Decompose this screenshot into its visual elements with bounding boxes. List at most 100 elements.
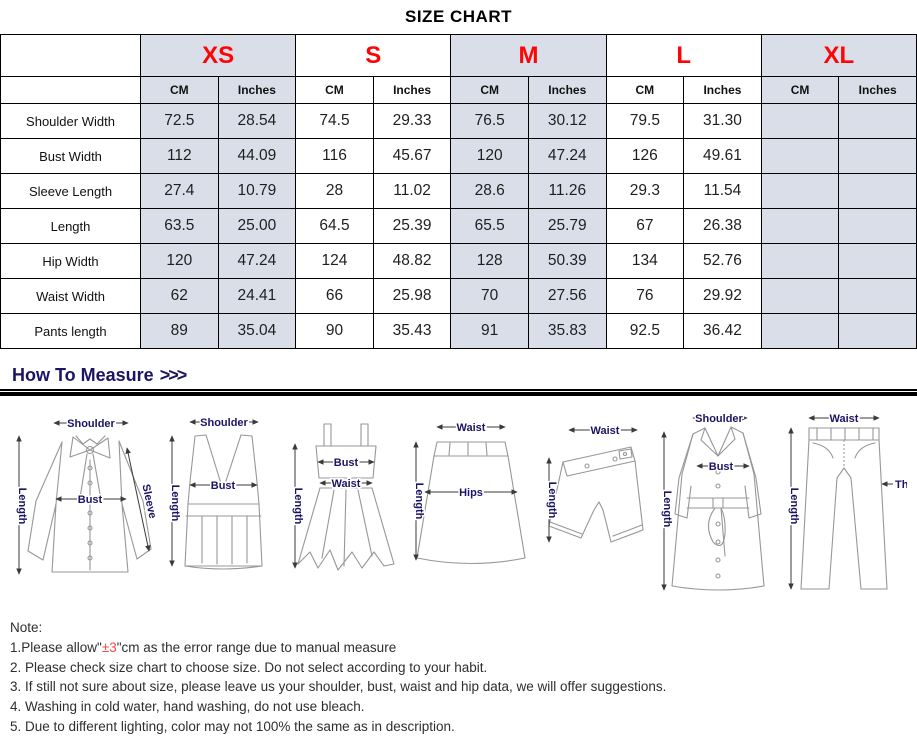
how-to-measure-figures: Shoulder Length Bust Sleeve Shoulder Len… bbox=[0, 396, 917, 608]
pants-drawing bbox=[800, 427, 888, 590]
unit-header-row: CM Inches CM Inches CM Inches CM Inches CM Inches bbox=[0, 76, 917, 104]
value-cell: 120 bbox=[450, 138, 529, 174]
value-cell: 30.12 bbox=[527, 103, 607, 139]
row-label: Pants length bbox=[0, 313, 141, 349]
value-cell: 120 bbox=[140, 243, 219, 279]
notes-section: Note: 1.Please allow"±3"cm as the error … bbox=[10, 618, 917, 737]
tank-top-drawing bbox=[184, 434, 263, 570]
note1-suffix: "cm as the error range due to manual mea… bbox=[116, 639, 397, 655]
value-cell: 124 bbox=[295, 243, 374, 279]
unit-header: Inches bbox=[683, 76, 762, 104]
value-cell: 62 bbox=[140, 278, 219, 314]
value-cell: 25.98 bbox=[372, 278, 452, 314]
figure-blouse: Shoulder Length Bust Sleeve bbox=[15, 417, 160, 575]
measure-label-length: Length bbox=[413, 483, 425, 520]
value-cell: 64.5 bbox=[295, 208, 374, 244]
value-cell: 11.54 bbox=[683, 173, 762, 209]
note1-highlight: ±3 bbox=[101, 639, 117, 655]
value-cell: 35.04 bbox=[217, 313, 297, 349]
measure-label-bust: Bust bbox=[709, 461, 734, 473]
unit-header: Inches bbox=[372, 76, 452, 104]
note-line-5: 5. Due to different lighting, color may … bbox=[10, 718, 455, 734]
value-cell: 134 bbox=[605, 243, 685, 279]
unit-header: CM bbox=[760, 76, 840, 104]
value-cell: 35.43 bbox=[372, 313, 452, 349]
size-table: XS S M L XL CM Inches CM Inches CM Inches CM Inches C… bbox=[0, 34, 917, 349]
value-cell: 65.5 bbox=[450, 208, 529, 244]
value-cell bbox=[760, 313, 840, 349]
value-cell: 48.82 bbox=[372, 243, 452, 279]
value-cell bbox=[838, 173, 917, 209]
value-cell: 11.26 bbox=[527, 173, 607, 209]
table-row: Hip Width 120 47.24 124 48.82 128 50.39 134 52.7… bbox=[0, 243, 917, 279]
notes-heading: Note: bbox=[10, 620, 43, 635]
unit-header: Inches bbox=[527, 76, 607, 104]
unit-header: CM bbox=[605, 76, 685, 104]
value-cell: 76 bbox=[605, 278, 685, 314]
value-cell: 91 bbox=[450, 313, 529, 349]
unit-header: Inches bbox=[838, 76, 917, 104]
row-label: Bust Width bbox=[0, 138, 141, 174]
value-cell: 67 bbox=[605, 208, 685, 244]
measure-label-length: Length bbox=[292, 488, 304, 525]
table-row: Bust Width 112 44.09 116 45.67 120 47.24 126 49.… bbox=[0, 138, 917, 174]
page-title: SIZE CHART bbox=[405, 7, 512, 26]
heading-divider bbox=[0, 389, 917, 396]
measure-label-thigh: Thigh bbox=[895, 479, 907, 491]
corner-cell bbox=[0, 34, 141, 77]
measure-label-shoulder: Shoulder bbox=[67, 418, 115, 430]
value-cell: 28 bbox=[295, 173, 374, 209]
how-to-measure-heading: How To Measure >>> bbox=[12, 365, 917, 386]
unit-header: CM bbox=[295, 76, 374, 104]
size-header-m: M bbox=[450, 34, 607, 77]
measure-label-length: Length bbox=[169, 485, 181, 522]
value-cell: 36.42 bbox=[683, 313, 762, 349]
value-cell: 25.39 bbox=[372, 208, 452, 244]
unit-header: Inches bbox=[217, 76, 297, 104]
value-cell bbox=[760, 173, 840, 209]
figure-tank-top: Shoulder Length Bust bbox=[167, 416, 263, 570]
value-cell: 27.4 bbox=[140, 173, 219, 209]
value-cell bbox=[760, 103, 840, 139]
value-cell: 128 bbox=[450, 243, 529, 279]
row-label: Hip Width bbox=[0, 243, 141, 279]
value-cell bbox=[838, 138, 917, 174]
table-row: Waist Width 62 24.41 66 25.98 70 27.56 76 29.92 bbox=[0, 278, 917, 314]
measure-label-length: Length bbox=[546, 482, 558, 519]
table-row: Sleeve Length 27.4 10.79 28 11.02 28.6 11.26 29… bbox=[0, 173, 917, 209]
unit-header: CM bbox=[140, 76, 219, 104]
note-line-4: 4. Washing in cold water, hand washing, … bbox=[10, 699, 365, 715]
value-cell: 28.6 bbox=[450, 173, 529, 209]
table-row: Shoulder Width 72.5 28.54 74.5 29.33 76.5 30.1… bbox=[0, 103, 917, 139]
measure-label-length: Length bbox=[788, 488, 800, 525]
table-row: Pants length 89 35.04 90 35.43 91 35.83 92.5 36.… bbox=[0, 313, 917, 349]
value-cell: 44.09 bbox=[217, 138, 297, 174]
measure-label-waist: Waist bbox=[457, 422, 486, 434]
value-cell: 26.38 bbox=[683, 208, 762, 244]
value-cell bbox=[838, 313, 917, 349]
size-header-xs: XS bbox=[139, 34, 297, 77]
row-label: Waist Width bbox=[0, 278, 141, 314]
coat-drawing bbox=[671, 426, 765, 591]
value-cell: 76.5 bbox=[450, 103, 529, 139]
value-cell: 66 bbox=[295, 278, 374, 314]
row-label: Sleeve Length bbox=[0, 173, 141, 209]
figure-skirt: Waist Length Hips bbox=[412, 421, 527, 565]
value-cell: 29.3 bbox=[605, 173, 685, 209]
value-cell bbox=[838, 278, 917, 314]
value-cell bbox=[838, 243, 917, 279]
value-cell: 25.00 bbox=[217, 208, 297, 244]
value-cell: 72.5 bbox=[140, 103, 219, 139]
measure-label-shoulder: Shoulder bbox=[695, 413, 743, 425]
note-line-1: 1.Please allow"±3"cm as the error range … bbox=[10, 638, 917, 658]
value-cell: 79.5 bbox=[605, 103, 685, 139]
measure-label-sleeve: Sleeve bbox=[139, 483, 158, 520]
value-cell: 49.61 bbox=[683, 138, 762, 174]
shorts-drawing bbox=[548, 446, 644, 543]
value-cell: 116 bbox=[295, 138, 374, 174]
row-label: Shoulder Width bbox=[0, 103, 141, 139]
value-cell: 70 bbox=[450, 278, 529, 314]
value-cell: 126 bbox=[605, 138, 685, 174]
value-cell: 29.33 bbox=[372, 103, 452, 139]
